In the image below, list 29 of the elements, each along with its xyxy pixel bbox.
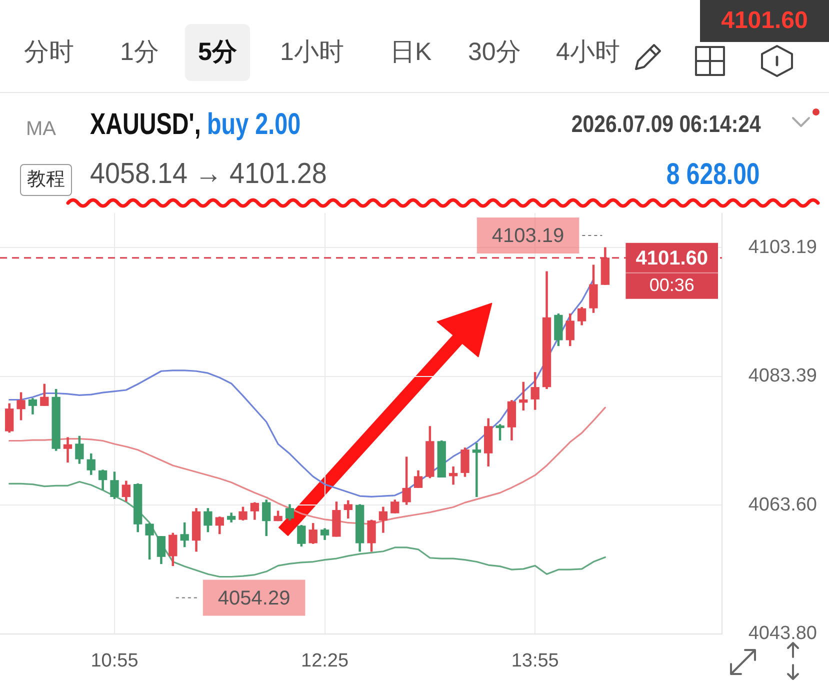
annotation: 4103.19 bbox=[492, 225, 564, 248]
text: 4小时 bbox=[556, 38, 620, 66]
text: 8 628.00 bbox=[666, 158, 760, 191]
annotation: 00:36 bbox=[649, 274, 694, 295]
y-tick-label: 4103.19 bbox=[748, 236, 817, 258]
x-tick-label: 12:25 bbox=[301, 650, 349, 672]
x-tick-label: 10:55 bbox=[90, 650, 138, 672]
x-tick-label: 13:55 bbox=[511, 650, 559, 672]
text: 4058.14 → 4101.28 bbox=[90, 158, 327, 190]
annotation: 4054.29 bbox=[218, 587, 290, 610]
ref-line-label: 4101.60 bbox=[636, 247, 708, 270]
text: 1分 bbox=[120, 38, 159, 66]
badge: 4101.60 bbox=[700, 0, 829, 42]
text: XAUUSD', bbox=[90, 108, 201, 141]
y-tick-label: 4063.60 bbox=[748, 494, 817, 516]
candlestick bbox=[448, 466, 458, 485]
text: buy 2.00 bbox=[207, 108, 301, 141]
candlestick bbox=[472, 443, 481, 498]
text: MA bbox=[26, 118, 56, 140]
text: 日K bbox=[390, 38, 432, 66]
text: 1小时 bbox=[280, 38, 344, 66]
candlestick bbox=[63, 437, 72, 463]
tab: 5分 bbox=[185, 24, 250, 81]
button: 教程 bbox=[20, 164, 72, 196]
text: 分时 bbox=[24, 38, 74, 66]
y-tick-label: 4083.39 bbox=[748, 366, 817, 387]
y-tick-label: 4043.80 bbox=[748, 623, 817, 644]
text: 30分 bbox=[468, 38, 521, 66]
text: 2026.07.09 06:14:24 bbox=[572, 111, 761, 138]
